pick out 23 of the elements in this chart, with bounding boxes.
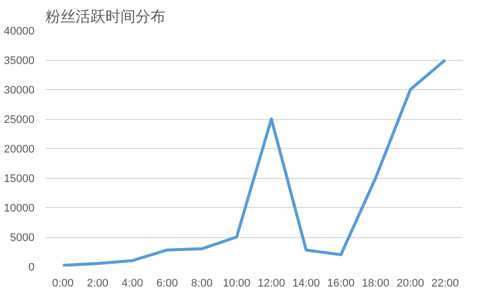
chart-title: 粉丝活跃时间分布 (46, 8, 166, 26)
x-tick-label: 16:00 (327, 278, 355, 290)
x-tick-label: 0:00 (52, 278, 74, 290)
y-tick-label: 20000 (4, 144, 35, 156)
y-tick-label: 35000 (4, 55, 35, 67)
x-tick-label: 10:00 (222, 278, 250, 290)
y-tick-label: 10000 (4, 202, 35, 214)
line-series (61, 58, 447, 266)
y-tick-label: 15000 (4, 173, 35, 185)
x-tick-label: 12:00 (258, 278, 286, 290)
x-tick-label: 8:00 (191, 278, 213, 290)
x-tick-label: 20:00 (396, 278, 424, 290)
x-tick-label: 22:00 (431, 278, 459, 290)
y-tick-label: 0 (28, 262, 35, 274)
x-tick-label: 6:00 (156, 278, 178, 290)
y-tick-label: 25000 (4, 114, 35, 126)
x-tick-label: 18:00 (362, 278, 390, 290)
y-tick-label: 5000 (10, 232, 35, 244)
x-tick-label: 14:00 (292, 278, 320, 290)
x-tick-label: 2:00 (86, 278, 108, 290)
x-tick-label: 4:00 (122, 278, 144, 290)
y-tick-label: 40000 (4, 26, 35, 38)
y-tick-label: 30000 (4, 84, 35, 96)
